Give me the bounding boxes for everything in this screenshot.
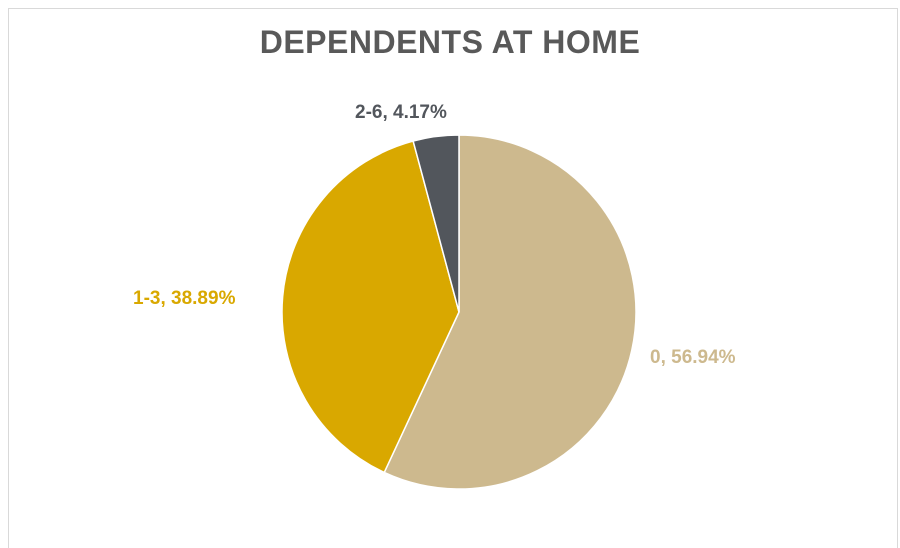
slice-label-0: 0, 56.94% (650, 347, 736, 368)
pie-slice-2-6 (412, 134, 460, 313)
pie-slice-0 (383, 134, 637, 490)
pie-slice-1-3 (281, 140, 460, 474)
chart-title: DEPENDENTS AT HOME (259, 24, 641, 60)
slice-label-1-3: 1-3, 38.89% (133, 288, 236, 309)
slice-label-2-6: 2-6, 4.17% (355, 102, 447, 123)
